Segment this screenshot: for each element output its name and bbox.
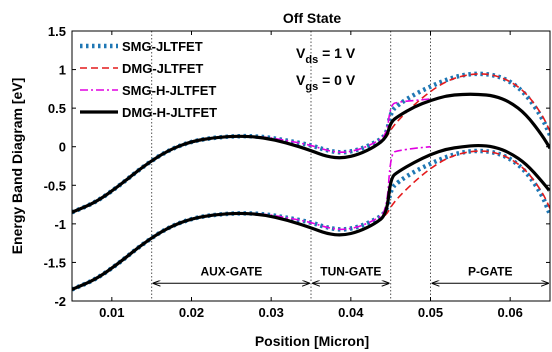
series-smg-h-jltfet-valence-line <box>72 145 431 291</box>
chart-title: Off State <box>283 10 342 26</box>
x-axis-label: Position [Micron] <box>255 333 369 349</box>
x-tick-label-5: 0.06 <box>498 305 523 320</box>
x-tick-label-3: 0.04 <box>338 305 364 320</box>
y-tick-label-1: -1.5 <box>44 255 66 270</box>
region-label-0: AUX-GATE <box>200 264 262 278</box>
legend-label-0: SMG-JLTFET <box>122 39 203 54</box>
y-tick-label-5: 0.5 <box>48 101 66 116</box>
vds-annotation: Vds = 1 V <box>296 45 356 66</box>
y-tick-label-0: -2 <box>54 294 66 309</box>
legend-label-3: DMG-H-JLTFET <box>122 105 217 120</box>
series-smg-h-jltfet-conduction-line <box>72 98 431 214</box>
y-tick-label-2: -1 <box>54 217 66 232</box>
x-tick-label-0: 0.01 <box>99 305 124 320</box>
x-tick-label-4: 0.05 <box>418 305 443 320</box>
axes: 0.01 0.02 0.03 0.04 0.05 0.06 -2 -1.5 -1 -0.5 0 0.5… <box>44 24 551 320</box>
axes-frame <box>71 30 551 302</box>
vgs-annotation: Vgs = 0 V <box>296 72 356 93</box>
annotations: AUX-GATE TUN-GATE P-GATE Vds = 1 V Vgs = 0 V <box>154 45 548 283</box>
plot-area <box>72 31 550 301</box>
legend-label-2: SMG-H-JLTFET <box>122 83 216 98</box>
series-dmg-h-jltfet-valence-line <box>72 143 550 291</box>
region-label-1: TUN-GATE <box>320 264 381 278</box>
y-tick-label-4: 0 <box>59 140 66 155</box>
legend: SMG-JLTFET DMG-JLTFET SMG-H-JLTFET DMG-H-JL… <box>80 39 217 120</box>
y-tick-label-7: 1.5 <box>48 24 66 39</box>
y-tick-label-3: -0.5 <box>44 178 66 193</box>
x-tick-label-1: 0.02 <box>179 305 204 320</box>
region-label-2: P-GATE <box>468 264 512 278</box>
y-tick-label-6: 1 <box>59 63 66 78</box>
series-dmg-h-jltfet-conduction-line <box>72 92 550 214</box>
x-tick-label-2: 0.03 <box>259 305 284 320</box>
y-axis-label: Energy Band Diagram [eV] <box>9 78 25 255</box>
legend-label-1: DMG-JLTFET <box>122 61 203 76</box>
